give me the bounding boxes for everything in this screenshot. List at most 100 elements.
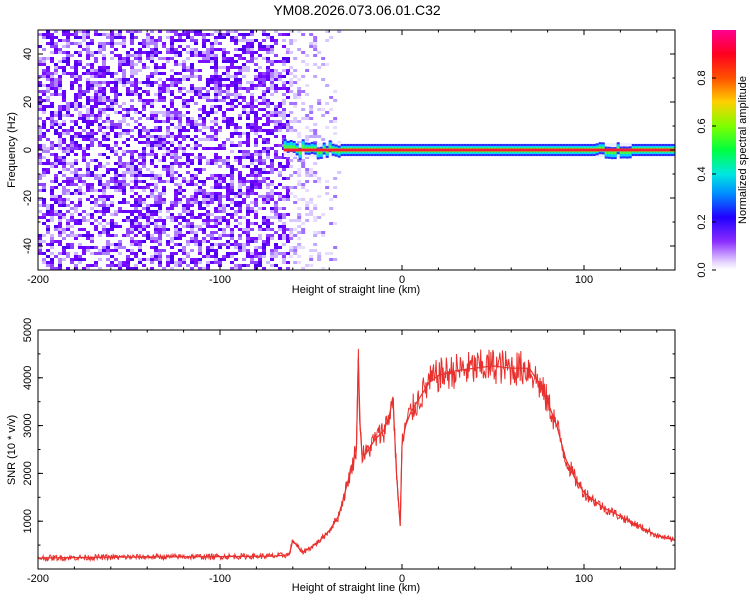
heatmap-cell (293, 195, 298, 198)
heatmap-cell (62, 180, 66, 183)
heatmap-cell (126, 258, 130, 261)
heatmap-cell (70, 144, 74, 147)
heatmap-cell (266, 87, 270, 90)
heatmap-cell (297, 213, 302, 216)
top-y-axis-label: Frequency (Hz) (6, 112, 18, 188)
heatmap-cell (274, 249, 278, 252)
heatmap-cell (62, 114, 66, 117)
heatmap-cell (158, 219, 162, 222)
heatmap-cell (242, 111, 246, 114)
heatmap-cell (102, 246, 106, 249)
heatmap-cell (238, 210, 242, 213)
heatmap-cell (266, 195, 270, 198)
heatmap-cell (242, 180, 246, 183)
heatmap-cell (329, 258, 334, 261)
heatmap-cell (234, 129, 238, 132)
heatmap-cell (78, 132, 82, 135)
heatmap-cell (218, 48, 222, 51)
heatmap-cell (130, 60, 134, 63)
heatmap-cell (182, 261, 186, 264)
heatmap-cell (82, 129, 86, 132)
heatmap-cell (274, 213, 278, 216)
heatmap-cell (194, 30, 198, 33)
heatmap-cell (46, 150, 50, 153)
heatmap-cell (246, 138, 250, 141)
heatmap-cell (134, 198, 138, 201)
heatmap-cell (174, 177, 178, 180)
heatmap-cell (282, 216, 286, 219)
heatmap-cell (50, 84, 54, 87)
heatmap-cell (266, 150, 270, 153)
heatmap-cell (78, 90, 82, 93)
heatmap-cell (317, 258, 322, 261)
heatmap-cell (282, 99, 286, 102)
heatmap-cell (178, 165, 182, 168)
heatmap-cell (110, 255, 114, 258)
heatmap-cell (254, 129, 258, 132)
heatmap-cell (42, 84, 46, 87)
heatmap-cell (305, 207, 310, 210)
heatmap-cell (58, 264, 62, 267)
heatmap-cell (190, 138, 194, 141)
heatmap-cell (74, 69, 78, 72)
heatmap-cell (250, 96, 254, 99)
heatmap-cell (186, 69, 190, 72)
heatmap-cell (146, 231, 150, 234)
heatmap-cell (206, 33, 210, 36)
heatmap-cell (162, 42, 166, 45)
heatmap-cell (78, 189, 82, 192)
heatmap-cell (278, 246, 282, 249)
heatmap-cell (242, 75, 246, 78)
heatmap-cell (222, 72, 226, 75)
heatmap-cell (46, 75, 50, 78)
heatmap-cell (238, 234, 242, 237)
heatmap-cell (258, 195, 262, 198)
heatmap-cell (82, 147, 86, 150)
heatmap-cell (162, 249, 166, 252)
heatmap-cell (114, 93, 118, 96)
heatmap-cell (198, 204, 202, 207)
heatmap-cell (134, 171, 138, 174)
heatmap-cell (174, 171, 178, 174)
heatmap-cell (186, 90, 190, 93)
heatmap-cell (206, 252, 210, 255)
heatmap-cell (222, 54, 226, 57)
heatmap-cell (226, 30, 230, 33)
heatmap-cell (242, 39, 246, 42)
heatmap-cell (50, 153, 54, 156)
heatmap-cell (98, 84, 102, 87)
heatmap-cell (142, 234, 146, 237)
heatmap-cell (222, 174, 226, 177)
heatmap-cell (258, 225, 262, 228)
heatmap-cell (218, 36, 222, 39)
heatmap-cell (74, 183, 78, 186)
heatmap-cell (258, 162, 262, 165)
heatmap-cell (234, 195, 238, 198)
heatmap-cell (206, 234, 210, 237)
heatmap-cell (98, 66, 102, 69)
heatmap-cell (134, 168, 138, 171)
heatmap-cell (122, 39, 126, 42)
heatmap-cell (134, 78, 138, 81)
heatmap-cell (150, 117, 154, 120)
heatmap-cell (293, 156, 298, 159)
heatmap-cell (222, 120, 226, 123)
heatmap-cell (170, 150, 174, 153)
heatmap-cell (214, 216, 218, 219)
heatmap-cell (82, 39, 86, 42)
heatmap-cell (78, 234, 82, 237)
heatmap-cell (110, 225, 114, 228)
heatmap-cell (178, 51, 182, 54)
heatmap-cell (202, 267, 206, 270)
heatmap-cell (186, 240, 190, 243)
heatmap-cell (170, 201, 174, 204)
heatmap-cell (274, 153, 278, 156)
heatmap-cell (178, 228, 182, 231)
heatmap-cell (222, 90, 226, 93)
heatmap-cell (282, 93, 286, 96)
heatmap-cell (194, 42, 198, 45)
heatmap-cell (309, 42, 314, 45)
heatmap-cell (190, 66, 194, 69)
heatmap-cell (317, 135, 322, 138)
heatmap-cell (90, 42, 94, 45)
